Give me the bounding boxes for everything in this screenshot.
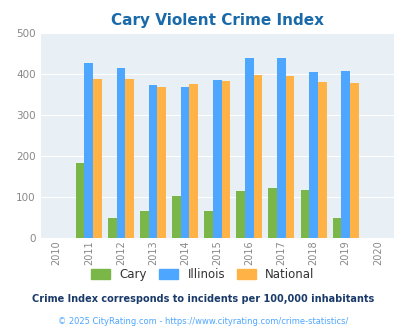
- Bar: [116, 68, 125, 238]
- Bar: [125, 79, 134, 238]
- Bar: [332, 218, 341, 238]
- Text: © 2025 CityRating.com - https://www.cityrating.com/crime-statistics/: © 2025 CityRating.com - https://www.city…: [58, 317, 347, 326]
- Bar: [84, 63, 93, 238]
- Bar: [341, 71, 349, 238]
- Bar: [212, 81, 221, 238]
- Bar: [189, 84, 198, 238]
- Bar: [172, 196, 180, 238]
- Bar: [285, 76, 294, 238]
- Bar: [317, 82, 326, 238]
- Bar: [221, 81, 230, 238]
- Text: Crime Index corresponds to incidents per 100,000 inhabitants: Crime Index corresponds to incidents per…: [32, 294, 373, 304]
- Bar: [180, 86, 189, 238]
- Bar: [76, 163, 84, 238]
- Bar: [244, 58, 253, 238]
- Bar: [253, 75, 262, 238]
- Bar: [108, 218, 116, 238]
- Bar: [148, 84, 157, 238]
- Bar: [349, 82, 358, 238]
- Bar: [268, 188, 277, 238]
- Bar: [157, 87, 166, 238]
- Bar: [204, 212, 212, 238]
- Bar: [300, 190, 309, 238]
- Title: Cary Violent Crime Index: Cary Violent Crime Index: [111, 13, 323, 28]
- Bar: [277, 58, 285, 238]
- Bar: [309, 72, 317, 238]
- Bar: [93, 79, 102, 238]
- Legend: Cary, Illinois, National: Cary, Illinois, National: [87, 263, 318, 286]
- Bar: [236, 190, 244, 238]
- Bar: [140, 212, 148, 238]
